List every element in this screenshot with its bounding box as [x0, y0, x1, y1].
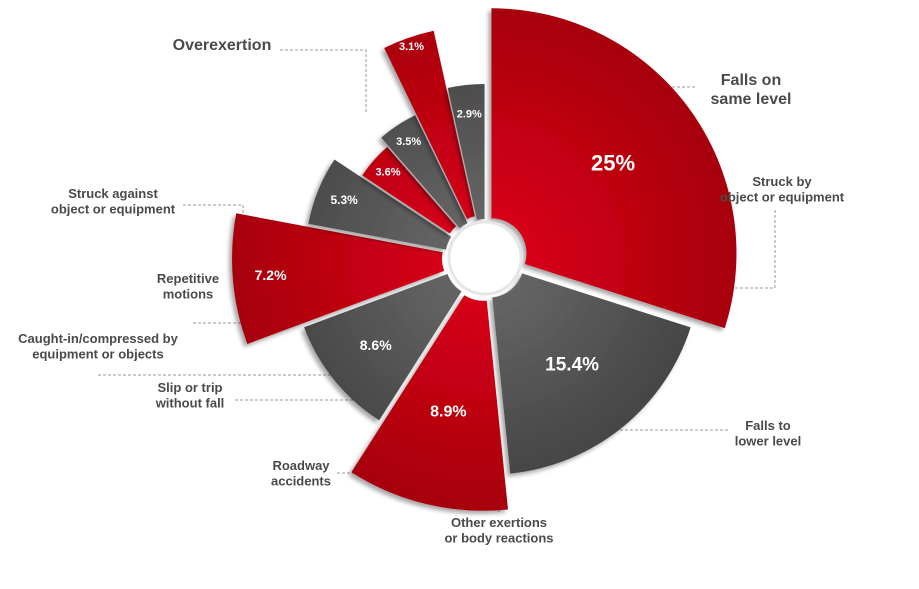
category-label-line: equipment or objects [32, 347, 163, 362]
category-label-line: object or equipment [51, 202, 176, 217]
category-label-line: Struck by [752, 174, 812, 189]
category-label-line: Falls to [745, 418, 791, 433]
center-hole [447, 220, 523, 296]
category-label-line: or body reactions [444, 531, 553, 546]
value-labels: 25% 15.4% 8.9% 8.6% 7.2% 5.3% 3.6% 3.5% 3.1% 2.9% [255, 41, 635, 421]
pie-slice [447, 84, 485, 220]
category-label-line: same level [711, 91, 792, 108]
category-label-line: motions [163, 287, 214, 302]
slice-category-label: Struck by object or equipment [720, 174, 845, 205]
category-label-line: Other exertions [451, 515, 547, 530]
pie-slice [304, 273, 462, 421]
pie-slice [492, 273, 691, 474]
slice-category-label: Slip or trip without fall [155, 380, 225, 411]
pie-slice [308, 159, 452, 250]
pie-slice [362, 146, 457, 234]
slice-value-label: 15.4% [545, 355, 599, 376]
pie-slice [232, 213, 445, 344]
slice-category-label: Falls to lower level [735, 418, 801, 449]
slice-value-label: 7.2% [255, 267, 287, 283]
category-label-line: Struck against [68, 186, 158, 201]
category-label-line: Falls on [721, 72, 781, 89]
category-label-line: object or equipment [720, 190, 845, 205]
slice-value-label: 5.3% [330, 193, 358, 207]
slice-category-label: Falls on same level [711, 72, 792, 108]
slice-category-label: Overexertion [173, 37, 272, 54]
category-label-line: lower level [735, 434, 801, 449]
category-label-line: accidents [271, 474, 331, 489]
pie-slice [491, 8, 737, 329]
slice-value-label: 8.9% [430, 403, 466, 420]
category-label-line: Repetitive [157, 271, 219, 286]
slice-value-label: 3.6% [375, 167, 400, 179]
category-label-line: Roadway [272, 458, 330, 473]
slice-value-label: 8.6% [360, 337, 392, 353]
leader-line [690, 210, 776, 289]
slice-value-label: 3.1% [399, 41, 424, 53]
category-label-line: Overexertion [173, 37, 272, 54]
pie-slices [232, 8, 737, 511]
slice-value-label: 25% [591, 150, 635, 175]
leader-line [280, 49, 367, 112]
pie-slice [384, 30, 475, 219]
pie-slice [351, 295, 508, 511]
slice-category-label: Caught-in/compressed by equipment or obje… [18, 331, 178, 362]
slice-category-label: Struck against object or equipment [51, 186, 176, 217]
slice-category-label: Roadway accidents [271, 458, 331, 489]
slice-category-label: Repetitive motions [157, 271, 219, 302]
slice-category-label: Other exertions or body reactions [444, 515, 553, 546]
category-label-line: without fall [155, 396, 225, 411]
slice-value-label: 2.9% [457, 108, 482, 120]
category-label-line: Caught-in/compressed by [18, 331, 178, 346]
category-label-line: Slip or trip [158, 380, 223, 395]
pie-slice [381, 115, 468, 229]
slice-value-label: 3.5% [396, 136, 421, 148]
